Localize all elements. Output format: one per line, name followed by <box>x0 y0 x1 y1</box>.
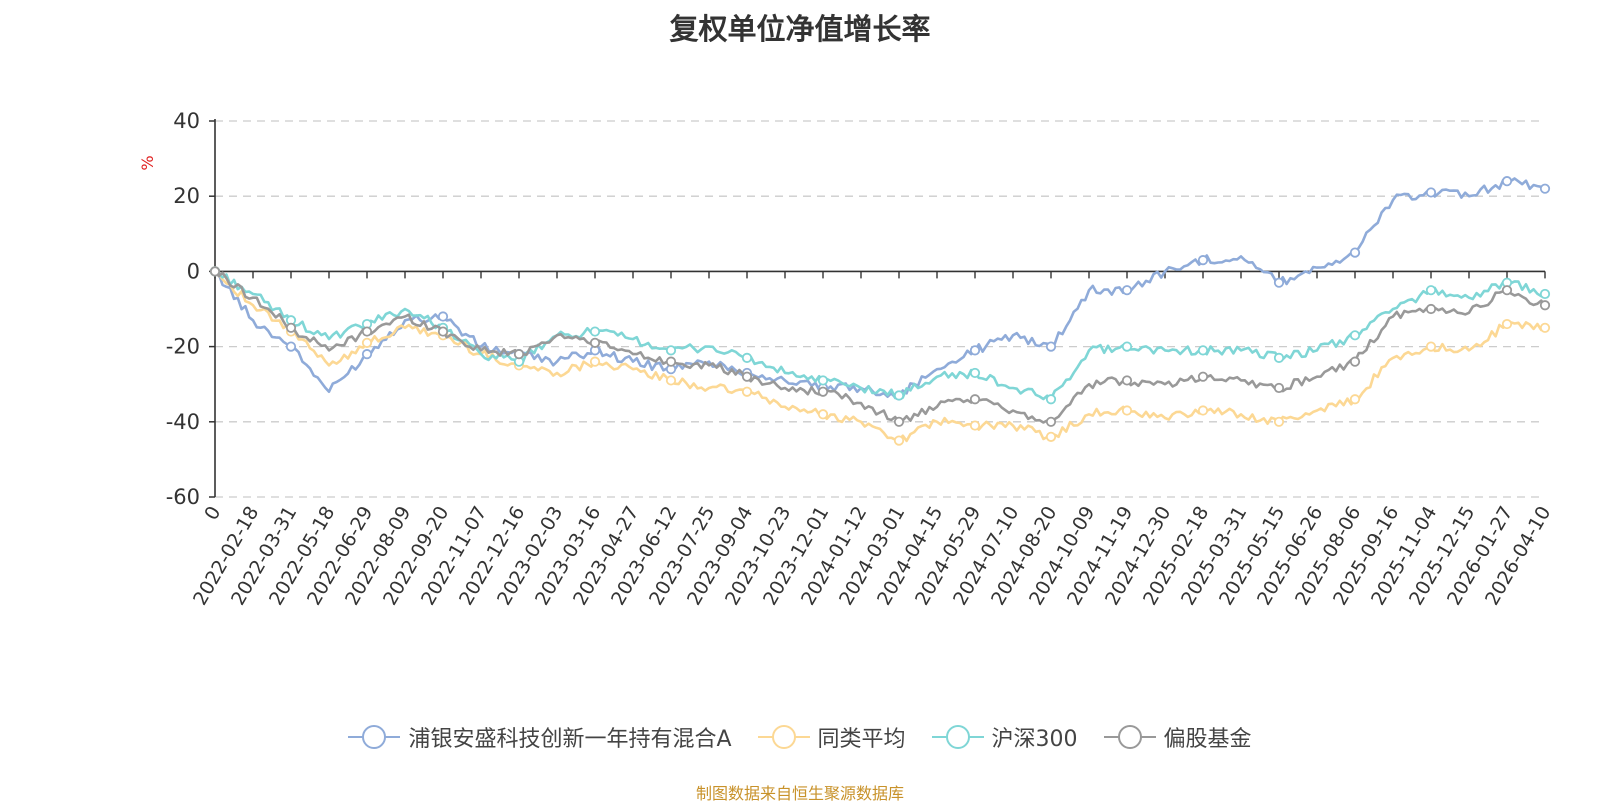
series-line-0 <box>214 177 1546 399</box>
series-2-point[interactable] <box>1425 285 1437 296</box>
series-line-3 <box>213 270 1547 424</box>
series-2-point[interactable] <box>665 345 677 356</box>
series-line-1 <box>214 270 1546 443</box>
series-3-point[interactable] <box>1121 375 1133 386</box>
series-3-point[interactable] <box>209 266 221 277</box>
series-3-point[interactable] <box>1425 303 1437 315</box>
series-0-point[interactable] <box>361 349 373 360</box>
legend-fund-icon <box>348 725 401 749</box>
series-3-point[interactable] <box>665 356 677 367</box>
data-source-note: 制图数据来自恒生聚源数据库 <box>695 784 904 803</box>
series-3-point[interactable] <box>1539 300 1551 311</box>
series-1-point[interactable] <box>361 337 373 348</box>
series-3-point[interactable] <box>1045 416 1057 427</box>
series-2-point[interactable] <box>1121 341 1133 352</box>
series-1-point[interactable] <box>589 356 601 367</box>
series-2-point[interactable] <box>1273 352 1285 363</box>
y-tick-label: 40 <box>173 109 200 133</box>
series-0-point[interactable] <box>969 345 981 356</box>
series-0-point[interactable] <box>1501 176 1513 187</box>
series-0-point[interactable] <box>1121 285 1133 296</box>
series-1-point[interactable] <box>969 420 981 431</box>
series-2-point[interactable] <box>1197 345 1209 356</box>
series-2-point[interactable] <box>589 326 601 337</box>
series-layer <box>209 176 1551 446</box>
y-tick-label: -60 <box>166 485 200 509</box>
series-1-point[interactable] <box>741 386 753 397</box>
series-3-point[interactable] <box>1197 371 1209 382</box>
series-3-point[interactable] <box>817 386 829 397</box>
series-line-2 <box>214 270 1546 401</box>
series-2-point[interactable] <box>1045 394 1057 405</box>
legend-label-hs300: 沪深300 <box>991 727 1078 752</box>
series-1-point[interactable] <box>1501 318 1513 330</box>
series-3-point[interactable] <box>741 371 753 382</box>
series-0-point[interactable] <box>1425 187 1437 198</box>
legend-label-equity-fund: 偏股基金 <box>1163 727 1252 752</box>
series-0-point[interactable] <box>1349 247 1361 258</box>
series-2-point[interactable] <box>969 367 981 379</box>
chart-title: 复权单位净值增长率 <box>669 12 931 46</box>
series-1-point[interactable] <box>817 409 829 420</box>
series-1-point[interactable] <box>1121 405 1133 416</box>
series-1-point[interactable] <box>893 435 905 446</box>
series-1-point[interactable] <box>1539 322 1551 333</box>
legend-item-equity-fund[interactable]: 偏股基金 <box>1103 721 1252 753</box>
legend-hs300-icon <box>931 725 984 749</box>
series-1-point[interactable] <box>1349 394 1361 405</box>
series-3-point[interactable] <box>513 349 525 360</box>
series-0-point[interactable] <box>437 311 449 322</box>
series-3-point[interactable] <box>1501 285 1513 296</box>
legend-item-fund[interactable]: 浦银安盛科技创新一年持有混合A <box>348 721 732 753</box>
y-tick-label: -20 <box>166 335 200 359</box>
axis-layer: 40200-20-40-6002022-02-182022-03-312022-… <box>166 109 1556 609</box>
series-3-point[interactable] <box>1273 382 1285 394</box>
y-tick-label: -40 <box>166 410 200 434</box>
line-chart: 40200-20-40-6002022-02-182022-03-312022-… <box>138 109 1556 609</box>
y-tick-label: 0 <box>187 259 200 283</box>
legend-label-peer-average: 同类平均 <box>817 727 906 752</box>
series-2-point[interactable] <box>1349 330 1361 341</box>
legend-item-peer-average[interactable]: 同类平均 <box>757 721 906 753</box>
series-2-point[interactable] <box>817 375 829 386</box>
y-axis-unit-label: % <box>138 155 157 170</box>
series-0-point[interactable] <box>1539 183 1551 194</box>
series-3-point[interactable] <box>893 416 905 427</box>
legend-label-fund: 浦银安盛科技创新一年持有混合A <box>408 727 732 752</box>
series-0-point[interactable] <box>285 341 297 352</box>
legend: 浦银安盛科技创新一年持有混合A 同类平均 沪深300 偏股基金 <box>0 720 1600 754</box>
series-2-point[interactable] <box>893 390 905 401</box>
series-2-point[interactable] <box>741 352 753 363</box>
series-2-point[interactable] <box>1539 288 1551 300</box>
series-3-point[interactable] <box>361 326 373 337</box>
x-tick-label: 0 <box>200 503 225 524</box>
grid-layer <box>215 120 1545 498</box>
series-1-point[interactable] <box>1197 405 1209 416</box>
series-3-point[interactable] <box>1349 356 1361 367</box>
series-0-point[interactable] <box>1197 255 1209 266</box>
legend-equity-fund-icon <box>1103 725 1156 749</box>
series-0-point[interactable] <box>1045 341 1057 352</box>
series-3-point[interactable] <box>969 394 981 405</box>
series-1-point[interactable] <box>1425 341 1437 352</box>
legend-peer-average-icon <box>757 725 810 749</box>
y-tick-label: 20 <box>173 184 200 208</box>
series-1-point[interactable] <box>1273 416 1285 427</box>
series-3-point[interactable] <box>589 337 601 348</box>
series-3-point[interactable] <box>285 322 297 333</box>
series-1-point[interactable] <box>665 375 677 386</box>
series-1-point[interactable] <box>1045 431 1057 442</box>
series-0-point[interactable] <box>1273 277 1285 288</box>
legend-item-hs300[interactable]: 沪深300 <box>931 721 1078 753</box>
series-3-point[interactable] <box>437 326 449 337</box>
